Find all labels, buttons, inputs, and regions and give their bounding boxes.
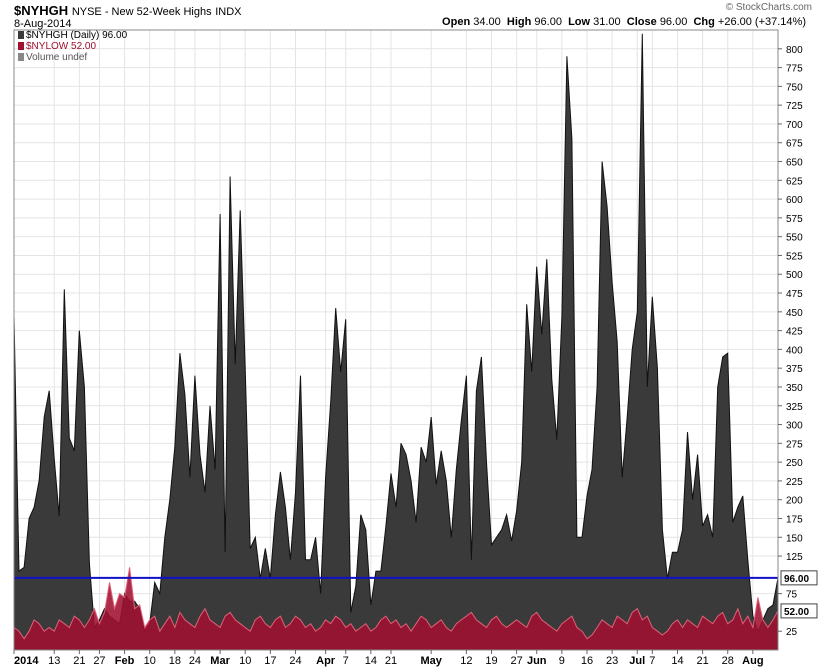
x-tick-label: 27 xyxy=(511,655,523,667)
y-tick-label: 625 xyxy=(786,176,803,187)
chart-title: $NYHGH NYSE - New 52-Week Highs INDX xyxy=(14,3,242,18)
x-tick-label: 2014 xyxy=(14,655,39,667)
y-tick-label: 425 xyxy=(786,327,803,338)
y-tick-label: 800 xyxy=(786,45,803,56)
low-label: Low xyxy=(568,16,591,28)
x-tick-label: 28 xyxy=(722,655,734,667)
x-tick-label: Feb xyxy=(115,655,135,667)
legend-swatch-nyhgh xyxy=(18,31,24,39)
x-tick-label: 16 xyxy=(581,655,593,667)
y-tick-label: 300 xyxy=(786,421,803,432)
x-tick-label: 7 xyxy=(649,655,655,667)
y-tick-label: 325 xyxy=(786,402,803,413)
legend-swatch-volume xyxy=(18,53,24,61)
legend-label-nyhgh: $NYHGH (Daily) 96.00 xyxy=(26,30,128,41)
ohlc-readout: Open 34.00 High 96.00 Low 31.00 Close 96… xyxy=(442,16,806,28)
legend-swatch-nylow xyxy=(18,42,24,50)
x-tick-label: Aug xyxy=(742,655,763,667)
x-tick-label: 13 xyxy=(48,655,60,667)
y-tick-label: 175 xyxy=(786,514,803,525)
y-tick-label: 75 xyxy=(786,590,798,601)
legend-label-nylow: $NYLOW 52.00 xyxy=(26,41,97,52)
x-tick-label: 7 xyxy=(343,655,349,667)
y-tick-label: 525 xyxy=(786,251,803,262)
x-tick-label: 21 xyxy=(385,655,397,667)
x-tick-label: 21 xyxy=(73,655,85,667)
x-tick-label: Mar xyxy=(210,655,230,667)
brand-watermark: © StockCharts.com xyxy=(725,2,812,13)
y-tick-label: 25 xyxy=(786,627,798,638)
high-label: High xyxy=(506,16,532,28)
y-tick-label: 600 xyxy=(786,195,803,206)
x-tick-label: 18 xyxy=(169,655,181,667)
x-tick-label: 23 xyxy=(606,655,618,667)
y-tick-label: 250 xyxy=(786,458,803,469)
y-tick-label: 375 xyxy=(786,364,803,375)
chg-label: Chg xyxy=(693,16,715,28)
last-value-label: 52.00 xyxy=(784,607,809,618)
plot-border xyxy=(13,29,779,651)
x-tick-label: 27 xyxy=(93,655,105,667)
y-tick-label: 450 xyxy=(786,308,803,319)
y-tick-label: 675 xyxy=(786,139,803,150)
series-area-nylow xyxy=(14,567,778,650)
y-tick-label: 225 xyxy=(786,477,803,488)
y-tick-label: 125 xyxy=(786,552,803,563)
legend-label-volume: Volume undef xyxy=(26,52,88,63)
y-tick-label: 275 xyxy=(786,439,803,450)
legend-item-nylow: $NYLOW 52.00 xyxy=(18,41,127,52)
x-tick-label: May xyxy=(420,655,442,667)
x-tick-label: 24 xyxy=(189,655,201,667)
open-value: 34.00 xyxy=(473,16,501,28)
exchange-label: INDX xyxy=(215,6,242,18)
y-tick-label: 200 xyxy=(786,496,803,507)
symbol: $NYHGH xyxy=(14,3,69,18)
chart-date: 8-Aug-2014 xyxy=(14,18,72,30)
close-value: 96.00 xyxy=(659,16,688,28)
y-tick-label: 550 xyxy=(786,233,803,244)
chart-header: $NYHGH NYSE - New 52-Week Highs INDX 8-A… xyxy=(0,0,820,30)
x-tick-label: Jul xyxy=(629,655,645,667)
chg-value: +26.00 (+37.14%) xyxy=(717,16,806,28)
y-tick-label: 650 xyxy=(786,158,803,169)
y-tick-label: 150 xyxy=(786,533,803,544)
open-label: Open xyxy=(442,16,471,28)
y-tick-label: 350 xyxy=(786,383,803,394)
x-tick-label: 10 xyxy=(239,655,251,667)
x-tick-label: 14 xyxy=(671,655,683,667)
x-tick-label: 9 xyxy=(559,655,565,667)
last-value-box xyxy=(780,603,818,619)
chart-legend: $NYHGH (Daily) 96.00 $NYLOW 52.00 Volume… xyxy=(18,30,127,63)
x-tick-label: 12 xyxy=(460,655,472,667)
x-tick-label: Apr xyxy=(316,655,336,667)
legend-item-volume: Volume undef xyxy=(18,52,127,63)
high-value: 96.00 xyxy=(534,16,562,28)
x-tick-label: 10 xyxy=(144,655,156,667)
symbol-description: NYSE - New 52-Week Highs xyxy=(71,6,212,18)
y-tick-label: 700 xyxy=(786,120,803,131)
last-value-box xyxy=(780,570,818,586)
x-tick-label: 14 xyxy=(365,655,377,667)
y-tick-label: 725 xyxy=(786,101,803,112)
series-line-nylow xyxy=(13,567,779,640)
y-tick-label: 775 xyxy=(786,64,803,75)
legend-item-nyhgh: $NYHGH (Daily) 96.00 xyxy=(18,30,127,41)
y-tick-label: 750 xyxy=(786,82,803,93)
y-tick-label: 400 xyxy=(786,345,803,356)
y-tick-label: 575 xyxy=(786,214,803,225)
last-value-label: 96.00 xyxy=(784,574,809,585)
x-tick-label: 19 xyxy=(485,655,497,667)
x-tick-label: Jun xyxy=(527,655,547,667)
y-tick-label: 475 xyxy=(786,289,803,300)
close-label: Close xyxy=(626,16,657,28)
y-tick-label: 500 xyxy=(786,270,803,281)
x-tick-label: 17 xyxy=(264,655,276,667)
x-tick-label: 21 xyxy=(696,655,708,667)
low-value: 31.00 xyxy=(593,16,621,28)
x-tick-label: 24 xyxy=(289,655,301,667)
